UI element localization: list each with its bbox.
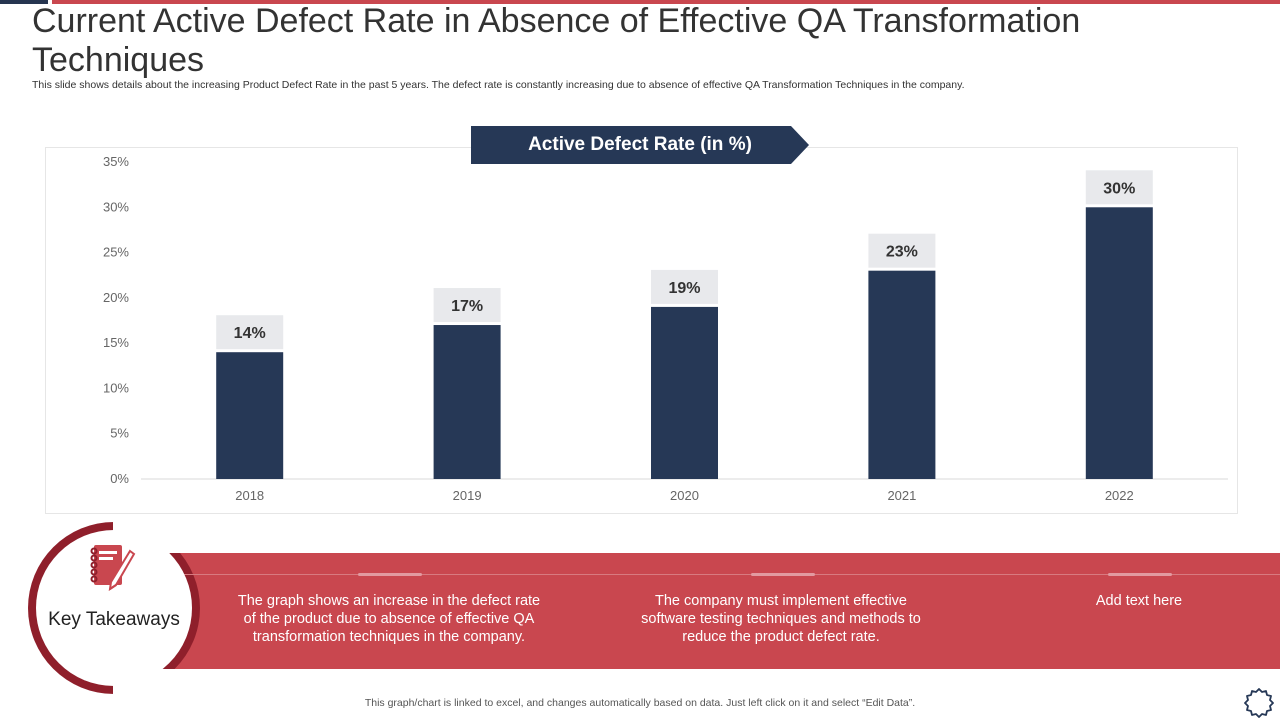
top-accent-navy	[0, 0, 48, 4]
takeaways-band	[110, 553, 1280, 669]
data-label-bg	[216, 315, 284, 350]
takeaway-dash-2	[751, 573, 815, 576]
bar	[216, 352, 284, 479]
data-label: 19%	[668, 280, 700, 297]
data-label-bg	[868, 233, 936, 268]
banner-arrow-shape	[471, 126, 809, 164]
x-tick-label: 2021	[887, 488, 916, 503]
bar	[651, 306, 718, 479]
data-label: 14%	[234, 325, 266, 342]
data-label-bg	[1085, 170, 1153, 205]
bar	[1085, 207, 1153, 479]
footer-note: This graph/chart is linked to excel, and…	[364, 697, 916, 709]
notebook-pen-icon	[90, 545, 136, 591]
data-label-bg	[651, 269, 718, 304]
y-tick-label: 15%	[103, 335, 129, 350]
y-tick-label: 0%	[110, 471, 129, 486]
x-tick-label: 2020	[670, 488, 699, 503]
y-tick-label: 10%	[103, 380, 129, 395]
band-divider-line	[170, 574, 1280, 575]
bar	[868, 270, 936, 479]
data-label-bg	[433, 288, 501, 323]
bar	[433, 325, 501, 479]
y-tick-label: 20%	[103, 290, 129, 305]
gear-icon[interactable]	[1243, 686, 1275, 718]
page-title: Current Active Defect Rate in Absence of…	[32, 2, 1081, 79]
x-tick-label: 2018	[235, 488, 264, 503]
data-label: 23%	[886, 244, 918, 261]
y-tick-label: 25%	[103, 245, 129, 260]
x-tick-label: 2019	[453, 488, 482, 503]
takeaway-dash-1	[358, 573, 422, 576]
bar-chart[interactable]: 0% 5% 10% 15% 20% 25% 30% 35% 14% 2018 17% 2019 19% 2…	[46, 148, 1239, 515]
key-takeaways-heading: Key Takeaways	[48, 609, 180, 630]
y-tick-label: 5%	[110, 426, 129, 441]
top-accent-red	[52, 0, 1280, 4]
y-tick-label: 30%	[103, 199, 129, 214]
chart-title: Active Defect Rate (in %)	[528, 134, 752, 155]
chart-frame[interactable]: 0% 5% 10% 15% 20% 25% 30% 35% 14% 2018 17% 2019 19% 2…	[45, 147, 1238, 514]
y-tick-label: 35%	[103, 154, 129, 169]
data-label: 30%	[1103, 180, 1135, 197]
takeaway-text-2: The company must implement effective sof…	[641, 593, 921, 645]
page-subtitle: This slide shows details about the incre…	[32, 79, 965, 91]
takeaway-text-1: The graph shows an increase in the defec…	[237, 593, 541, 645]
takeaway-dash-3	[1108, 573, 1172, 576]
data-label: 17%	[451, 298, 483, 315]
x-tick-label: 2022	[1105, 488, 1134, 503]
chart-title-banner: Active Defect Rate (in %)	[471, 126, 809, 164]
takeaway-text-3: Add text here	[1095, 593, 1183, 609]
